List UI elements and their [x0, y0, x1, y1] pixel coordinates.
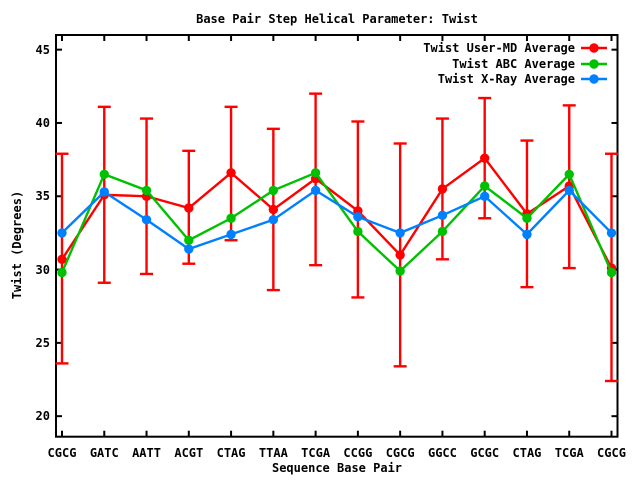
x-tick-label: CCGG	[343, 446, 373, 460]
data-point	[184, 244, 194, 254]
data-point	[479, 181, 490, 191]
data-point	[310, 168, 321, 178]
data-point	[564, 185, 574, 196]
y-tick-label: 40	[35, 115, 50, 130]
data-point	[226, 213, 236, 223]
data-point	[141, 185, 152, 196]
data-point	[226, 168, 236, 178]
data-point	[353, 226, 363, 237]
series-line	[60, 171, 613, 273]
x-tick-label: GATC	[89, 446, 119, 460]
legend-sample	[581, 58, 607, 69]
data-point	[522, 213, 532, 223]
plot-border	[55, 34, 619, 438]
legend-sample	[581, 43, 607, 53]
data-point	[606, 267, 617, 278]
x-tick-label: GCGC	[470, 446, 500, 460]
data-point	[395, 266, 405, 276]
x-tick-label: AATT	[132, 446, 161, 460]
data-point	[57, 267, 67, 278]
legend-sample	[581, 74, 607, 84]
data-point	[268, 185, 279, 196]
data-point	[268, 215, 279, 225]
data-point	[564, 169, 574, 179]
x-tick-label: CTAG	[216, 446, 246, 460]
data-point	[268, 204, 279, 215]
x-tick-label: CTAG	[512, 446, 542, 460]
y-tick-label: 30	[35, 262, 50, 277]
y-tick-label: 35	[35, 189, 50, 204]
x-axis-label: Sequence Base Pair	[271, 461, 403, 475]
x-tick-label: CGCG	[597, 446, 626, 460]
legend-item: Twist ABC Average	[452, 57, 607, 71]
series-line	[61, 188, 613, 251]
x-tick-label: TCGA	[554, 446, 584, 460]
data-point	[395, 228, 405, 238]
data-point	[310, 185, 321, 196]
data-point	[141, 215, 152, 225]
legend-item: Twist User-MD Average	[423, 41, 607, 55]
x-tick-label: CGCG	[47, 446, 77, 460]
data-point	[99, 169, 109, 179]
data-point	[479, 191, 490, 201]
y-tick-label: 20	[35, 409, 50, 424]
x-tick-label: ACGT	[174, 446, 204, 460]
data-point	[437, 184, 448, 194]
chart-title: Base Pair Step Helical Parameter: Twist	[196, 12, 478, 26]
data-point	[184, 203, 194, 213]
y-tick-label: 25	[35, 335, 50, 350]
data-point	[437, 210, 448, 221]
y-tick-label: 45	[35, 42, 50, 57]
data-point	[522, 229, 532, 240]
data-point	[606, 228, 617, 238]
data-point	[479, 153, 490, 163]
data-point	[99, 187, 109, 197]
data-point	[184, 235, 194, 245]
x-tick-label: TTAA	[258, 446, 288, 460]
legend-label: Twist ABC Average	[452, 56, 575, 71]
data-point	[353, 212, 363, 222]
x-tick-label: CGCG	[385, 446, 415, 460]
legend-label: Twist X-Ray Average	[437, 72, 575, 86]
data-point	[57, 228, 67, 238]
x-tick-label: GGCC	[427, 446, 457, 460]
data-point	[395, 250, 405, 260]
data-point	[226, 229, 236, 240]
data-point	[57, 254, 67, 265]
legend-item: Twist X-Ray Average	[438, 72, 607, 86]
x-tick-label: TCGA	[301, 446, 331, 460]
legend-label: Twist User-MD Average	[423, 41, 575, 55]
data-point	[437, 226, 448, 237]
